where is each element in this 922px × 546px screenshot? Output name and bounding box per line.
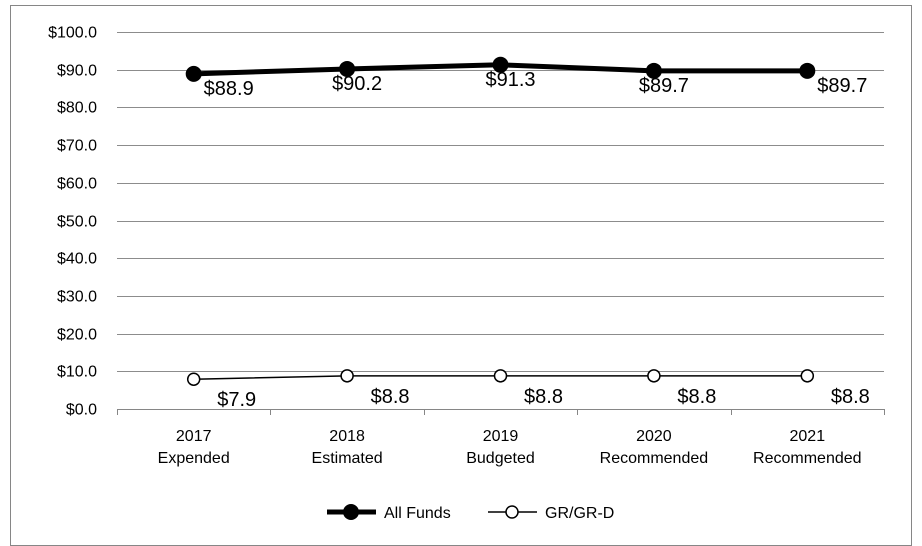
legend-marker-all-funds bbox=[343, 504, 359, 520]
data-point-all-funds bbox=[186, 66, 202, 82]
data-point-all-funds bbox=[799, 63, 815, 79]
y-tick-label: $20.0 bbox=[57, 327, 97, 344]
data-label-gr-grd: $8.8 bbox=[371, 386, 410, 408]
legend-label-gr-grd: GR/GR-D bbox=[545, 505, 614, 522]
data-label-gr-grd: $7.9 bbox=[217, 389, 256, 411]
data-point-gr-grd bbox=[341, 370, 353, 382]
data-label-all-funds: $89.7 bbox=[817, 75, 867, 97]
data-label-all-funds: $88.9 bbox=[204, 78, 254, 100]
data-label-gr-grd: $8.8 bbox=[524, 386, 563, 408]
data-label-gr-grd: $8.8 bbox=[677, 386, 716, 408]
data-point-gr-grd bbox=[188, 373, 200, 385]
y-tick-label: $50.0 bbox=[57, 214, 97, 231]
y-tick-label: $90.0 bbox=[57, 63, 97, 80]
y-tick-label: $40.0 bbox=[57, 251, 97, 268]
y-tick-label: $80.0 bbox=[57, 100, 97, 117]
data-label-all-funds: $89.7 bbox=[639, 75, 689, 97]
y-tick-label: $10.0 bbox=[57, 364, 97, 381]
data-point-gr-grd bbox=[495, 370, 507, 382]
data-point-gr-grd bbox=[801, 370, 813, 382]
data-label-all-funds: $91.3 bbox=[485, 69, 535, 91]
y-tick-label: $100.0 bbox=[48, 25, 97, 42]
data-point-gr-grd bbox=[648, 370, 660, 382]
data-label-gr-grd: $8.8 bbox=[831, 386, 870, 408]
y-tick-label: $70.0 bbox=[57, 138, 97, 155]
y-tick-label: $30.0 bbox=[57, 289, 97, 306]
legend-marker-gr-grd bbox=[506, 506, 518, 518]
y-tick-label: $0.0 bbox=[66, 402, 97, 419]
data-label-all-funds: $90.2 bbox=[332, 73, 382, 95]
y-tick-label: $60.0 bbox=[57, 176, 97, 193]
legend-label-all-funds: All Funds bbox=[384, 505, 451, 522]
